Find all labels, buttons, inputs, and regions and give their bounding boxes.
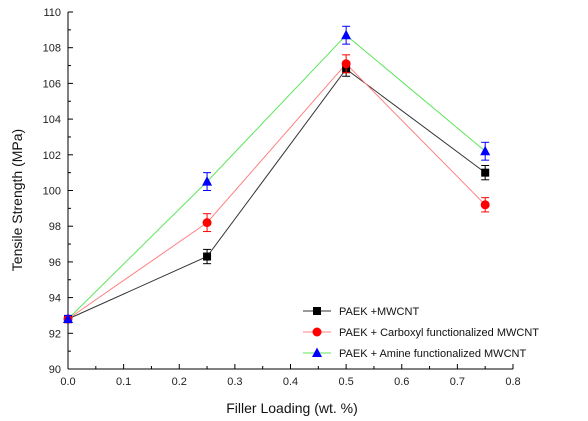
x-tick-label: 0.7: [450, 376, 465, 388]
x-tick-label: 0.1: [116, 376, 131, 388]
series-line: [67, 34, 486, 320]
data-point-triangle: [480, 145, 491, 156]
data-point-triangle: [202, 176, 213, 186]
y-tick-label: 98: [49, 221, 61, 233]
y-tick-label: 106: [43, 78, 61, 90]
y-tick-label: 96: [49, 257, 61, 269]
data-point-circle: [202, 218, 212, 228]
x-tick-label: 0.2: [172, 376, 187, 388]
legend: PAEK +MWCNT PAEK + Carboxyl functionalize…: [303, 306, 539, 360]
data-point-circle: [341, 59, 351, 69]
y-tick-label: 104: [43, 114, 61, 126]
x-tick-label: 0.8: [505, 376, 520, 388]
data-point-square: [203, 252, 212, 261]
x-axis-title: Filler Loading (wt. %): [226, 400, 358, 416]
data-point-triangle: [341, 29, 352, 40]
data-point-square: [481, 168, 490, 177]
legend-label: PAEK + Amine functionalized MWCNT: [339, 348, 526, 360]
y-tick-label: 90: [49, 364, 61, 376]
x-tick-label: 0.4: [283, 376, 298, 388]
y-tick-label: 94: [49, 293, 61, 305]
y-tick-label: 110: [43, 7, 61, 19]
x-tick-label: 0.3: [227, 376, 242, 388]
series-line: [67, 68, 486, 320]
x-tick-label: 0.5: [338, 376, 353, 388]
legend-marker-triangle: [312, 347, 322, 357]
series-layer: [63, 25, 491, 324]
y-tick-label: 102: [43, 150, 61, 162]
legend-label: PAEK +MWCNT: [339, 306, 419, 318]
legend-label: PAEK + Carboxyl functionalized MWCNT: [339, 327, 539, 339]
legend-marker-circle: [312, 327, 322, 337]
y-tick-label: 100: [43, 186, 61, 198]
data-point-circle: [480, 200, 490, 210]
legend-marker-square: [313, 307, 321, 315]
y-tick-label: 92: [49, 328, 61, 340]
data-point-triangle: [63, 313, 73, 324]
y-axis: 90 92 94 96 98 100 102 104 106 108 110: [43, 7, 73, 376]
y-tick-label: 108: [43, 43, 61, 55]
x-tick-label: 0.0: [60, 376, 75, 388]
series-line: [67, 63, 486, 320]
plot-area: [67, 12, 513, 370]
y-axis-title: Tensile Strength (MPa): [9, 129, 25, 271]
x-tick-label: 0.6: [394, 376, 409, 388]
x-axis: 0.0 0.1 0.2 0.3 0.4 0.5 0.6 0.7 0.8: [60, 364, 521, 388]
